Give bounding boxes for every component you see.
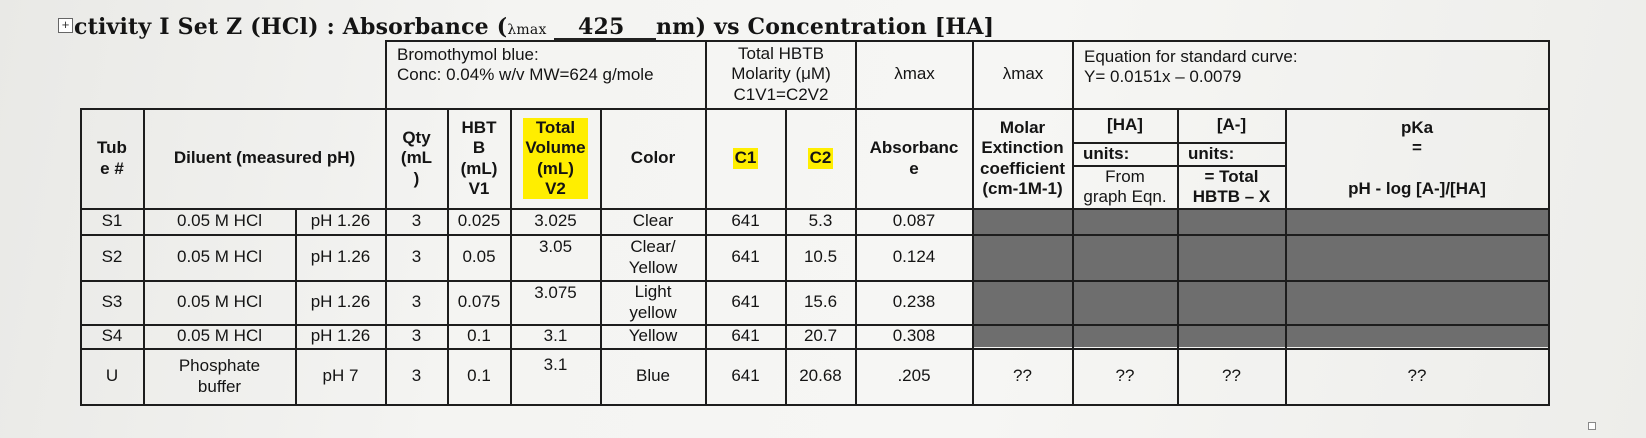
ha-units: units: — [1083, 143, 1130, 163]
diluent-cell: Phosphate buffer — [178, 356, 261, 396]
diluent-cell: 0.05 M HCl — [176, 326, 263, 346]
diluent-cell: 0.05 M HCl — [176, 247, 263, 267]
c1-header: C1 — [706, 109, 785, 208]
hbtb-cell: 0.1 — [467, 326, 491, 346]
bromothymol-header: Bromothymol blue: Conc: 0.04% w/v MW=624… — [397, 45, 654, 85]
absorbance-cell: 0.308 — [892, 326, 936, 346]
title-prefix: ctivity I Set Z (HCl) : Absorbance ( — [74, 14, 508, 40]
total-volume-cell: 3.1 — [543, 355, 568, 374]
c2-cell: 5.3 — [808, 211, 833, 231]
c2-cell: 15.6 — [803, 292, 838, 312]
c2-cell: 10.5 — [803, 247, 838, 267]
table-resize-handle-icon[interactable] — [1588, 422, 1596, 430]
c2-cell: 20.7 — [803, 326, 838, 346]
ha-note: From graph Eqn. — [1083, 166, 1167, 206]
title-wavelength-blank: 425 — [554, 16, 656, 40]
absorbance-header: Absorbanc e — [869, 138, 959, 178]
ha-header: [HA] — [1107, 115, 1143, 135]
total-volume-header: Total Volume (mL) V2 — [511, 109, 600, 208]
shaded-block — [972, 209, 1550, 347]
tube-cell: S2 — [101, 247, 123, 267]
data-table: Bromothymol blue: Conc: 0.04% w/v MW=624… — [80, 40, 1550, 427]
equation-header: Equation for standard curve: Y= 0.0151x … — [1084, 47, 1298, 87]
color-cell: Yellow — [628, 326, 678, 346]
a-units: units: — [1188, 143, 1235, 163]
pka-cell: ?? — [1407, 366, 1427, 386]
tube-cell: U — [105, 366, 119, 386]
tube-header: Tub e # — [97, 138, 127, 178]
c1-label: C1 — [732, 148, 759, 169]
ph-cell: pH 1.26 — [310, 247, 371, 267]
c2-header: C2 — [786, 109, 855, 208]
table-move-handle-icon[interactable]: + — [58, 18, 73, 33]
color-header: Color — [630, 148, 676, 168]
c1-cell: 641 — [731, 247, 760, 267]
molar-extinction-cell: ?? — [1013, 366, 1032, 386]
absorbance-cell: .205 — [897, 366, 931, 386]
diluent-cell: 0.05 M HCl — [176, 211, 263, 231]
lambda-max-header-2: λmax — [1002, 64, 1044, 84]
hbtb-cell: 0.05 — [462, 247, 496, 267]
color-cell: Blue — [635, 366, 671, 386]
ph-cell: pH 1.26 — [310, 326, 371, 346]
c2-cell: 20.68 — [799, 366, 842, 386]
a-header: [A-] — [1216, 115, 1247, 135]
hbtb-cell: 0.025 — [457, 211, 501, 231]
total-volume-cell: 3.075 — [534, 283, 577, 302]
absorbance-cell: 0.124 — [892, 247, 936, 267]
ph-cell: pH 1.26 — [310, 211, 371, 231]
title-suffix: nm) vs Concentration [HA] — [655, 14, 995, 40]
color-cell: Clear — [632, 211, 674, 231]
diluent-header: Diluent (measured pH) — [173, 148, 356, 168]
qty-cell: 3 — [411, 292, 422, 312]
qty-header: Qty (mL ) — [400, 127, 433, 188]
tube-cell: S3 — [101, 292, 123, 312]
total-volume-cell: 3.05 — [538, 237, 573, 256]
pka-header: pKa = pH - log [A-]/[HA] — [1348, 117, 1486, 198]
c1-cell: 641 — [731, 366, 760, 386]
tube-cell: S1 — [101, 211, 123, 231]
molar-extinction-header: Molar Extinction coefficient (cm-1M-1) — [979, 117, 1066, 198]
total-hbtb-header: Total HBTB Molarity (μM) C1V1=C2V2 — [731, 43, 831, 104]
a-note: = Total HBTB – X — [1192, 166, 1271, 206]
hbtb-cell: 0.1 — [467, 366, 491, 386]
title-wavelength-value: 425 — [577, 14, 625, 40]
color-cell: Light yellow — [629, 282, 677, 322]
qty-cell: 3 — [411, 326, 422, 346]
c1-cell: 641 — [731, 211, 760, 231]
tube-cell: S4 — [101, 326, 123, 346]
absorbance-cell: 0.238 — [892, 292, 936, 312]
total-volume-cell: 3.025 — [534, 211, 577, 231]
lambda-max-header-1: λmax — [894, 64, 935, 84]
title-lambda: λmax — [507, 22, 547, 38]
hbtb-header: HBT B (mL) V1 — [460, 117, 498, 198]
total-volume-label: Total Volume (mL) V2 — [523, 117, 588, 200]
diluent-cell: 0.05 M HCl — [176, 292, 263, 312]
c2-label: C2 — [807, 148, 834, 169]
qty-cell: 3 — [411, 211, 422, 231]
qty-cell: 3 — [411, 366, 422, 386]
ph-cell: pH 7 — [322, 366, 359, 386]
total-volume-cell: 3.1 — [543, 326, 568, 346]
hbtb-cell: 0.075 — [457, 292, 501, 312]
a-cell: ?? — [1222, 366, 1241, 386]
qty-cell: 3 — [411, 247, 422, 267]
color-cell: Clear/ Yellow — [628, 237, 678, 277]
ha-cell: ?? — [1115, 366, 1135, 386]
c1-cell: 641 — [731, 292, 760, 312]
absorbance-cell: 0.087 — [892, 211, 936, 231]
worksheet-title: ctivity I Set Z (HCl) : Absorbance (λmax… — [74, 14, 994, 40]
ph-cell: pH 1.26 — [310, 292, 371, 312]
c1-cell: 641 — [731, 326, 760, 346]
